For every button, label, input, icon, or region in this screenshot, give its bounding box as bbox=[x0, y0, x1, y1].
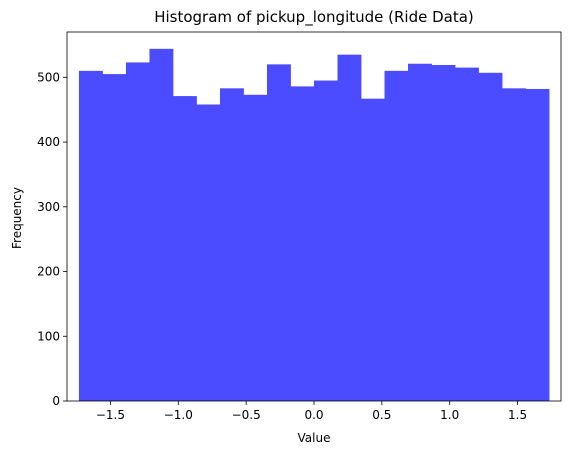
histogram-bar bbox=[478, 72, 503, 401]
histogram-bar bbox=[172, 96, 197, 401]
y-axis-label: Frequency bbox=[10, 187, 24, 249]
x-tick-label: −0.5 bbox=[232, 408, 261, 422]
histogram-bar bbox=[314, 80, 338, 401]
x-tick-label: 1.0 bbox=[440, 408, 459, 422]
histogram-bar bbox=[361, 98, 385, 401]
histogram-bar bbox=[78, 70, 103, 401]
y-tick-label: 300 bbox=[37, 200, 60, 214]
histogram-bar bbox=[290, 86, 315, 402]
bars-group bbox=[78, 48, 550, 402]
y-tick-label: 500 bbox=[37, 70, 60, 84]
histogram-bar bbox=[525, 88, 550, 402]
histogram-bar bbox=[337, 54, 362, 401]
histogram-bar bbox=[431, 65, 456, 401]
x-tick-label: 1.5 bbox=[508, 408, 527, 422]
y-tick-label: 200 bbox=[37, 265, 60, 279]
y-axis: 0 100 200 300 400 500 bbox=[37, 70, 67, 408]
x-tick-label: 0.0 bbox=[304, 408, 323, 422]
x-tick-label: 0.5 bbox=[372, 408, 391, 422]
histogram-bar bbox=[219, 88, 244, 402]
histogram-bar bbox=[149, 48, 174, 402]
histogram-bar bbox=[243, 94, 268, 401]
x-tick-label: −1.5 bbox=[96, 408, 125, 422]
x-axis: −1.5 −1.0 −0.5 0.0 0.5 1.0 1.5 bbox=[96, 401, 527, 422]
y-tick-label: 0 bbox=[52, 394, 60, 408]
histogram-bar bbox=[196, 104, 221, 402]
histogram-bar bbox=[455, 67, 479, 402]
x-axis-label: Value bbox=[298, 431, 331, 445]
histogram-bar bbox=[384, 70, 409, 401]
histogram-bar bbox=[102, 74, 127, 401]
x-tick-label: −1.0 bbox=[164, 408, 193, 422]
histogram-bar bbox=[125, 62, 150, 401]
histogram-bar bbox=[408, 63, 432, 401]
chart-title: Histogram of pickup_longitude (Ride Data… bbox=[154, 8, 474, 27]
histogram-bar bbox=[502, 88, 526, 402]
y-tick-label: 400 bbox=[37, 135, 60, 149]
y-tick-label: 100 bbox=[37, 329, 60, 343]
histogram-bar bbox=[266, 64, 291, 402]
